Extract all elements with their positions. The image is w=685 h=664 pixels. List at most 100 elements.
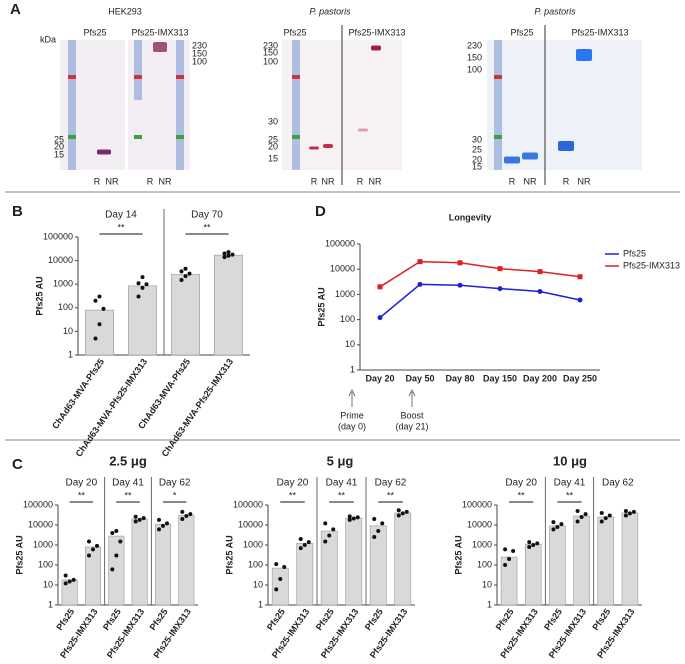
data-point — [137, 517, 142, 522]
x-tick-label: Day 250 — [563, 373, 597, 383]
panel-label: B — [12, 203, 23, 220]
y-tick-label: 1000 — [472, 539, 492, 549]
ladder — [292, 40, 300, 170]
data-point — [327, 533, 332, 538]
data-point — [537, 289, 543, 295]
data-point — [95, 543, 99, 548]
data-point — [278, 576, 283, 581]
bar — [394, 512, 412, 606]
chart-title: 5 μg — [327, 453, 354, 468]
protein-band — [358, 128, 368, 132]
lane-label: NR — [106, 176, 119, 186]
data-point — [230, 252, 235, 257]
legend-label: Pfs25 — [623, 248, 646, 258]
series-line — [379, 260, 581, 288]
data-point — [187, 271, 192, 276]
data-point — [71, 577, 76, 582]
data-point — [180, 509, 185, 514]
data-point — [180, 516, 185, 521]
data-point — [306, 540, 311, 545]
data-point — [555, 524, 560, 529]
data-point — [298, 546, 303, 551]
y-tick-label: 1 — [68, 349, 73, 359]
data-point — [417, 281, 423, 287]
lane-label: R — [509, 176, 516, 186]
data-point — [376, 529, 381, 534]
y-tick-label: 100 — [340, 314, 355, 324]
y-tick-label: 100 — [248, 559, 263, 569]
x-tick-label: Day 80 — [445, 373, 474, 383]
data-point — [136, 281, 141, 286]
data-point — [400, 511, 405, 516]
bar — [131, 518, 148, 606]
data-point — [396, 508, 401, 513]
bar — [296, 543, 314, 606]
data-point — [87, 553, 91, 558]
legend-label: Pfs25-IMX313 — [623, 260, 680, 270]
group-label: Day 41 — [112, 478, 144, 489]
protein-band — [576, 49, 592, 61]
lane-header: Pfs25-IMX313 — [571, 27, 628, 37]
y-axis-label: Pfs25 AU — [316, 287, 326, 326]
x-tick-label: Day 150 — [483, 373, 517, 383]
significance: ** — [117, 222, 125, 232]
bar — [271, 567, 289, 606]
significance: ** — [338, 490, 346, 500]
data-point — [110, 567, 115, 572]
group-label: Day 20 — [65, 478, 97, 489]
data-point — [157, 527, 161, 532]
protein-band — [504, 156, 520, 164]
data-point — [184, 514, 189, 519]
y-tick-label: 1 — [258, 599, 263, 609]
marker-label: 25 — [268, 134, 278, 144]
y-tick-label: 10000 — [48, 255, 73, 265]
arrow-head — [408, 388, 416, 397]
data-point — [377, 284, 383, 290]
ladder-band — [68, 75, 76, 79]
data-point — [599, 519, 604, 524]
annotation: (day 0) — [338, 421, 366, 431]
data-point — [298, 536, 303, 541]
x-tick-label: Day 50 — [405, 373, 434, 383]
group-label: Day 62 — [159, 478, 191, 489]
data-point — [351, 516, 356, 521]
data-point — [579, 515, 584, 520]
marker-label: 15 — [268, 153, 278, 163]
bar — [178, 515, 195, 606]
data-point — [179, 269, 184, 274]
significance: ** — [203, 222, 211, 232]
chart-title: Longevity — [449, 212, 492, 222]
significance: ** — [289, 490, 297, 500]
group-label: Day 41 — [554, 478, 586, 489]
marker-label: 150 — [467, 52, 482, 62]
data-point — [274, 587, 279, 592]
lane-header: Pfs25 — [283, 27, 306, 37]
ladder — [134, 40, 142, 100]
group-label: Day 70 — [191, 210, 223, 221]
data-point — [497, 286, 503, 292]
marker-label: 20 — [472, 154, 482, 164]
data-point — [599, 510, 604, 515]
lane-label: R — [563, 176, 570, 186]
marker-label: 30 — [268, 116, 278, 126]
data-point — [511, 549, 516, 554]
data-point — [347, 514, 352, 519]
significance: ** — [566, 490, 574, 500]
lane-label: NR — [159, 176, 172, 186]
data-point — [527, 544, 532, 549]
data-point — [302, 543, 307, 547]
data-point — [551, 520, 556, 525]
data-point — [63, 581, 68, 586]
data-point — [331, 527, 336, 532]
marker-label: 230 — [467, 40, 482, 50]
marker-label: 100 — [192, 56, 207, 66]
ladder — [68, 40, 76, 170]
y-tick-label: 10000 — [330, 264, 355, 274]
marker-label: 150 — [192, 48, 207, 58]
significance: ** — [78, 490, 86, 500]
data-point — [101, 306, 106, 311]
x-tick-label: Pfs25 — [314, 607, 336, 632]
x-tick-label: Pfs25 — [542, 607, 564, 632]
protein-band — [323, 144, 333, 148]
y-tick-label: 100 — [58, 302, 73, 312]
